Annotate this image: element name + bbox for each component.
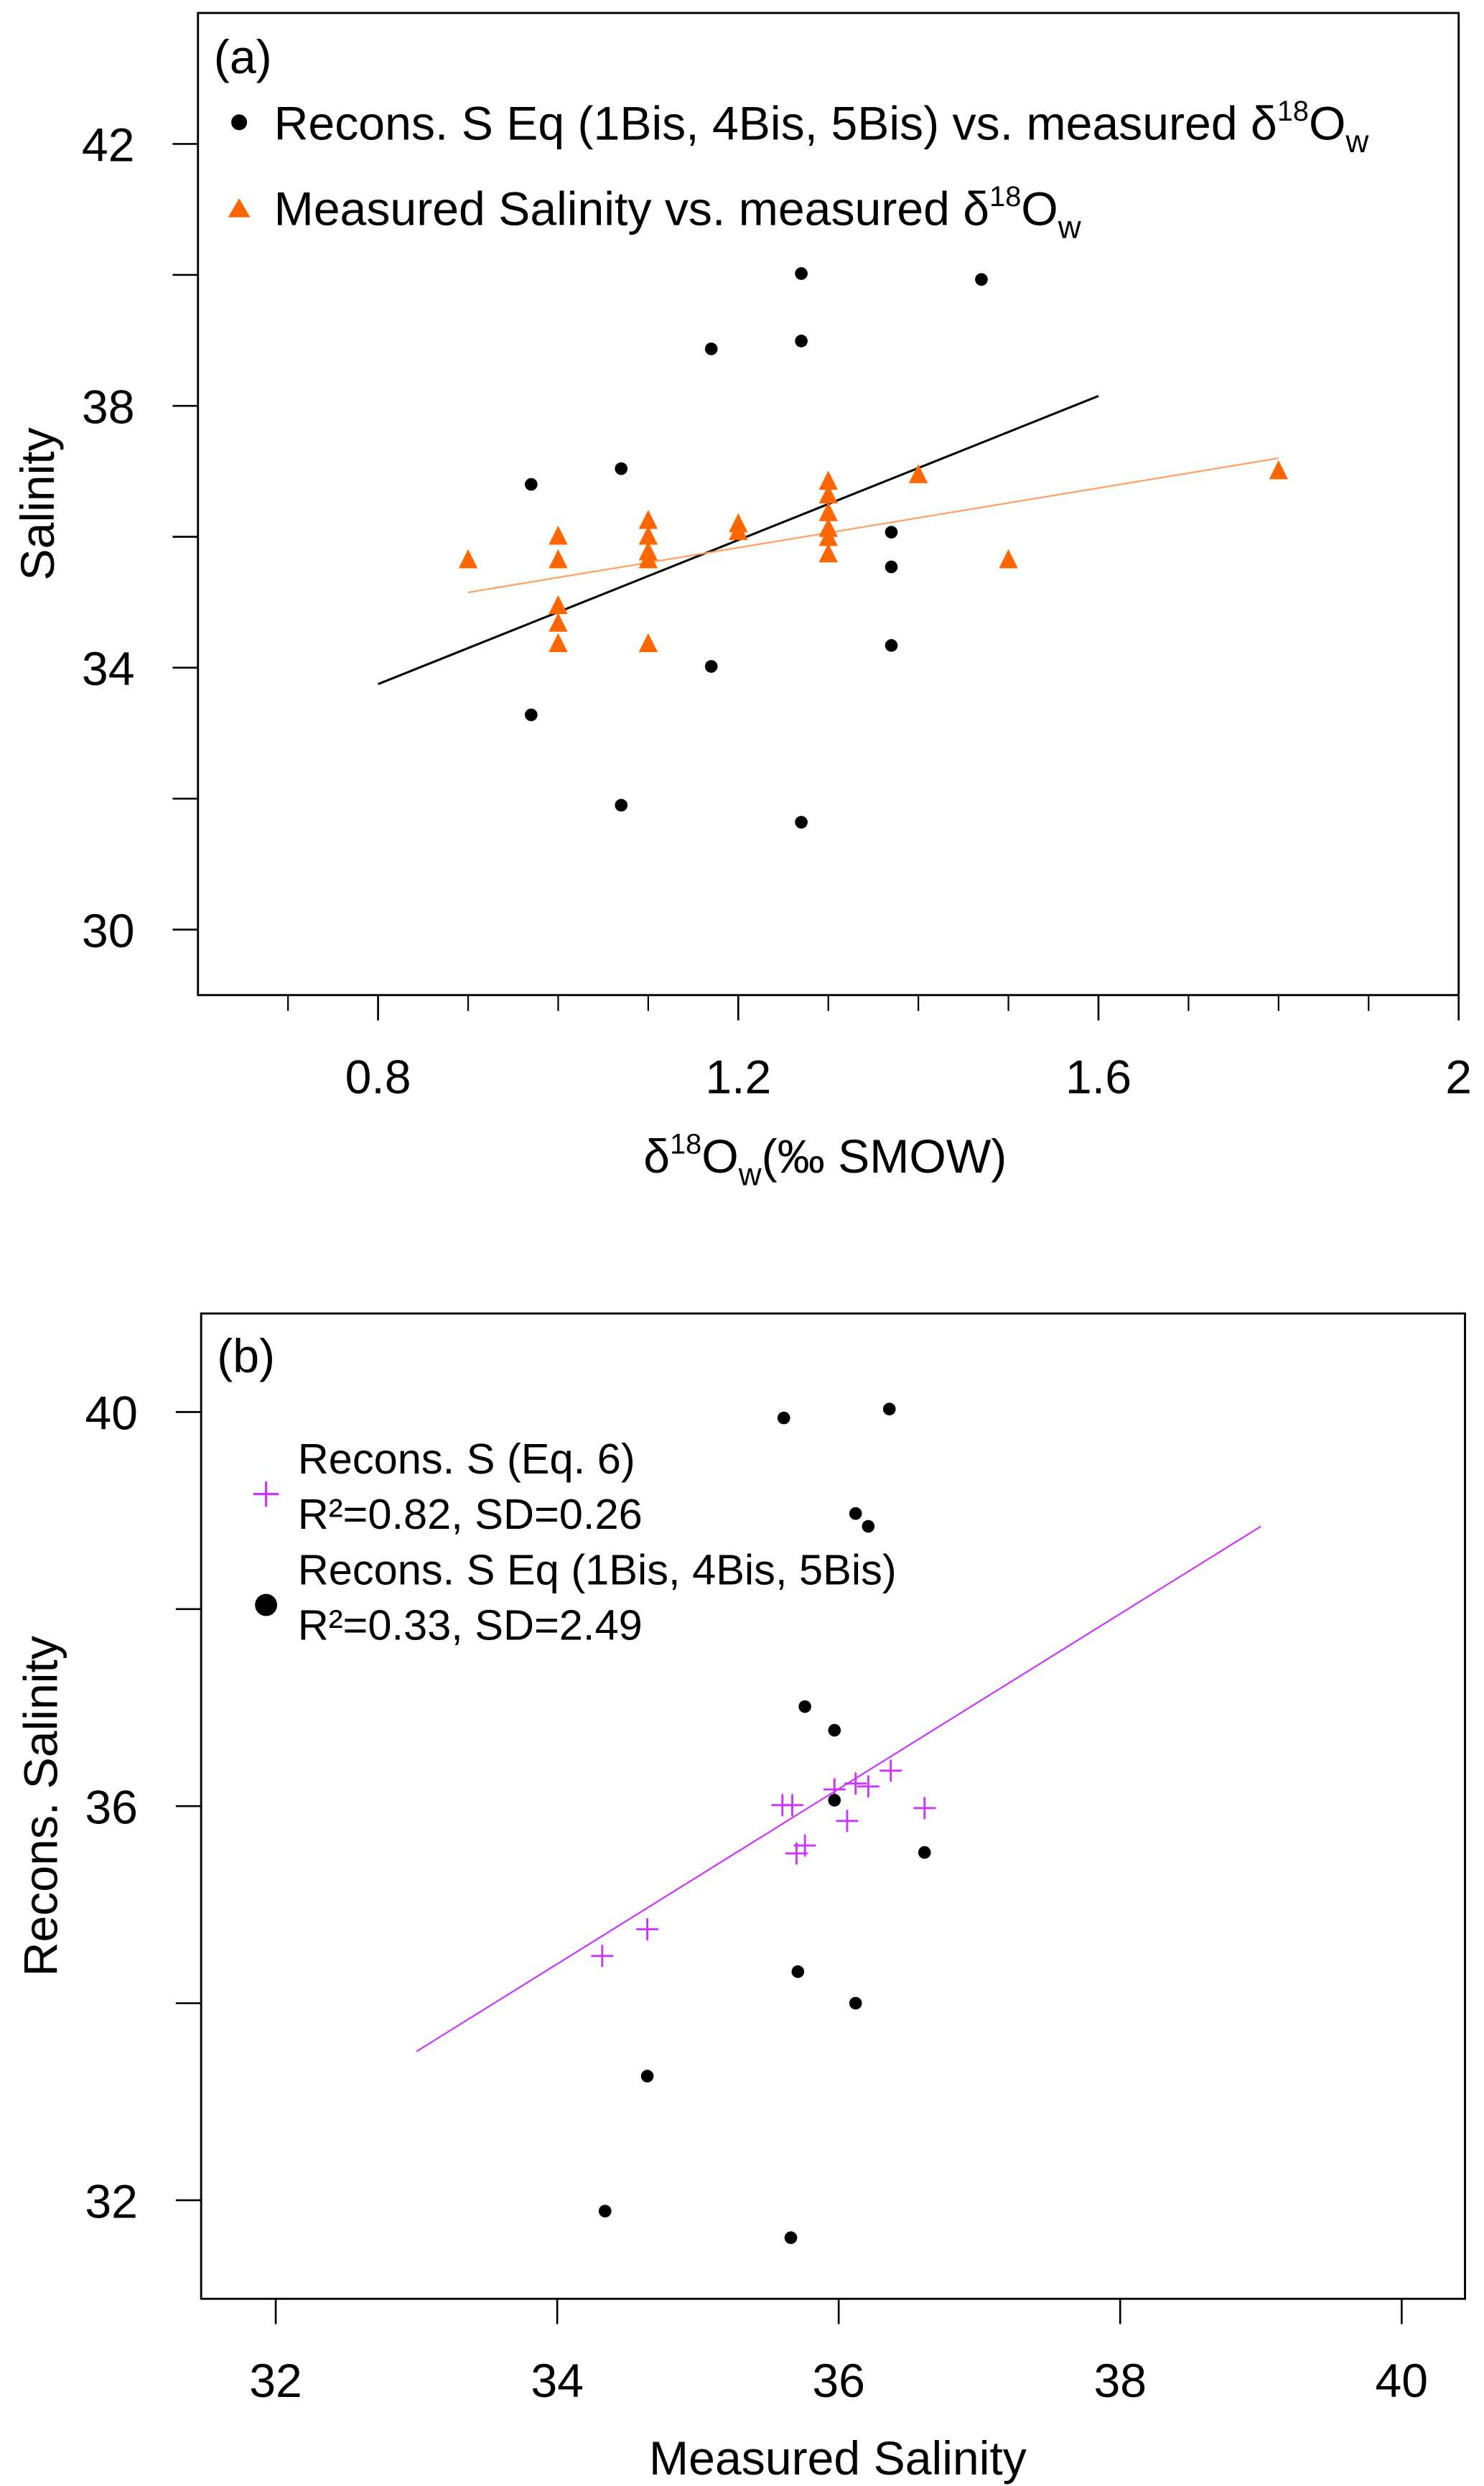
data-point-triangle xyxy=(1269,460,1289,480)
data-point-circle xyxy=(640,2070,654,2083)
data-point-plus xyxy=(781,1794,803,1817)
data-point-circle xyxy=(524,478,538,491)
data-point-circle xyxy=(918,1845,931,1859)
legend-label-a-1: Measured Salinity vs. measured δ18Ow xyxy=(274,181,1081,245)
data-point-circle xyxy=(849,1507,862,1520)
data-point-triangle xyxy=(818,526,838,546)
data-point-circle xyxy=(885,526,898,539)
data-point-circle xyxy=(882,1402,896,1416)
panel-label-b: (b) xyxy=(217,1330,275,1383)
data-point-plus xyxy=(844,1772,867,1795)
legend-label-a-0: Recons. S Eq (1Bis, 4Bis, 5Bis) vs. meas… xyxy=(274,96,1369,159)
data-point-triangle xyxy=(549,595,568,615)
data-point-circle xyxy=(849,1996,862,2010)
panel-b: (b) 32 34 36 38 40 32 36 40 Recons. S (Eq. 6) R… xyxy=(14,1312,1466,2485)
data-point-circle xyxy=(828,1794,841,1807)
data-point-triangle xyxy=(549,549,568,569)
legend-marker-triangle xyxy=(228,198,251,218)
data-point-triangle xyxy=(818,484,838,504)
data-point-circle xyxy=(795,267,808,280)
legend-stats-b-0: R²=0.82, SD=0.26 xyxy=(298,1490,643,1538)
data-point-circle xyxy=(615,799,628,812)
data-point-triangle xyxy=(458,549,478,569)
data-point-circle xyxy=(784,2231,798,2245)
legend-stats-b-1: R²=0.33, SD=2.49 xyxy=(298,1601,643,1649)
data-point-plus xyxy=(591,1945,614,1968)
data-point-plus xyxy=(879,1759,902,1782)
data-point-triangle xyxy=(549,613,568,632)
y-tick-label: 30 xyxy=(82,905,135,958)
data-point-triangle xyxy=(638,526,658,545)
legend-label-b-1: Recons. S Eq (1Bis, 4Bis, 5Bis) xyxy=(298,1545,897,1593)
x-tick-label: 1.6 xyxy=(1065,1051,1131,1104)
x-tick-label: 36 xyxy=(812,2355,865,2408)
legend-marker-plus xyxy=(253,1481,279,1507)
data-point-triangle xyxy=(729,521,748,541)
y-tick-label: 40 xyxy=(85,1387,138,1440)
x-tick-label: 2 xyxy=(1445,1051,1472,1104)
data-point-circle xyxy=(524,708,538,722)
y-tick-label: 42 xyxy=(82,119,135,172)
data-point-circle xyxy=(828,1723,841,1737)
legend-marker-circle xyxy=(255,1593,278,1616)
data-point-circle xyxy=(598,2205,612,2217)
x-axis-title-a: δ18Ow(‰ SMOW) xyxy=(643,1128,1007,1192)
y-tick-label: 36 xyxy=(85,1781,138,1834)
data-point-circle xyxy=(795,816,808,829)
data-point-triangle xyxy=(549,633,568,653)
x-tick-label: 1.2 xyxy=(705,1051,771,1104)
data-point-circle xyxy=(975,273,988,286)
legend-b: Recons. S (Eq. 6) R²=0.82, SD=0.26 Recon… xyxy=(253,1435,897,1649)
data-point-circle xyxy=(798,1700,811,1713)
data-point-circle xyxy=(885,560,898,574)
data-point-plus xyxy=(857,1775,879,1798)
y-axis-title-a: Salinity xyxy=(11,427,65,580)
x-tick-label: 38 xyxy=(1093,2355,1147,2408)
panel-a: (a) 0.8 1.2 1.6 2 30 34 38 42 Recons. S Eq (1Bi… xyxy=(11,11,1472,1192)
data-point-circle xyxy=(777,1411,790,1425)
data-point-plus xyxy=(785,1842,808,1865)
data-point-plus xyxy=(636,1918,659,1941)
data-point-plus xyxy=(913,1797,936,1820)
data-point-circle xyxy=(862,1519,875,1533)
data-point-triangle xyxy=(908,464,928,483)
legend-a: Recons. S Eq (1Bis, 4Bis, 5Bis) vs. meas… xyxy=(228,96,1369,245)
legend-marker-circle xyxy=(231,114,248,131)
y-tick-label: 38 xyxy=(82,381,135,434)
panel-label-a: (a) xyxy=(214,31,272,84)
data-point-triangle xyxy=(549,526,568,545)
data-point-triangle xyxy=(818,470,838,490)
data-point-triangle xyxy=(818,502,838,521)
data-point-plus xyxy=(836,1810,859,1833)
x-tick-label: 40 xyxy=(1376,2355,1429,2408)
data-point-circle xyxy=(791,1965,805,1978)
x-axis-title-b: Measured Salinity xyxy=(649,2432,1027,2485)
x-tick-label: 32 xyxy=(249,2355,302,2408)
y-tick-label: 32 xyxy=(85,2175,138,2228)
x-tick-label: 0.8 xyxy=(345,1051,411,1104)
data-point-triangle xyxy=(638,549,658,569)
plot-frame-b xyxy=(200,1312,1466,2300)
data-point-circle xyxy=(795,335,808,348)
y-axis-title-b: Recons. Salinity xyxy=(14,1636,67,1976)
data-point-circle xyxy=(704,660,718,673)
legend-label-b-0: Recons. S (Eq. 6) xyxy=(298,1435,635,1483)
x-tick-label: 34 xyxy=(531,2355,584,2408)
data-point-circle xyxy=(704,342,718,355)
data-point-triangle xyxy=(999,549,1018,569)
fit-line xyxy=(467,457,1279,594)
data-point-circle xyxy=(615,462,628,475)
y-tick-label: 34 xyxy=(82,643,135,696)
data-point-triangle xyxy=(818,543,838,563)
data-point-triangle xyxy=(638,510,658,529)
data-point-circle xyxy=(885,639,898,652)
data-point-triangle xyxy=(638,633,658,653)
